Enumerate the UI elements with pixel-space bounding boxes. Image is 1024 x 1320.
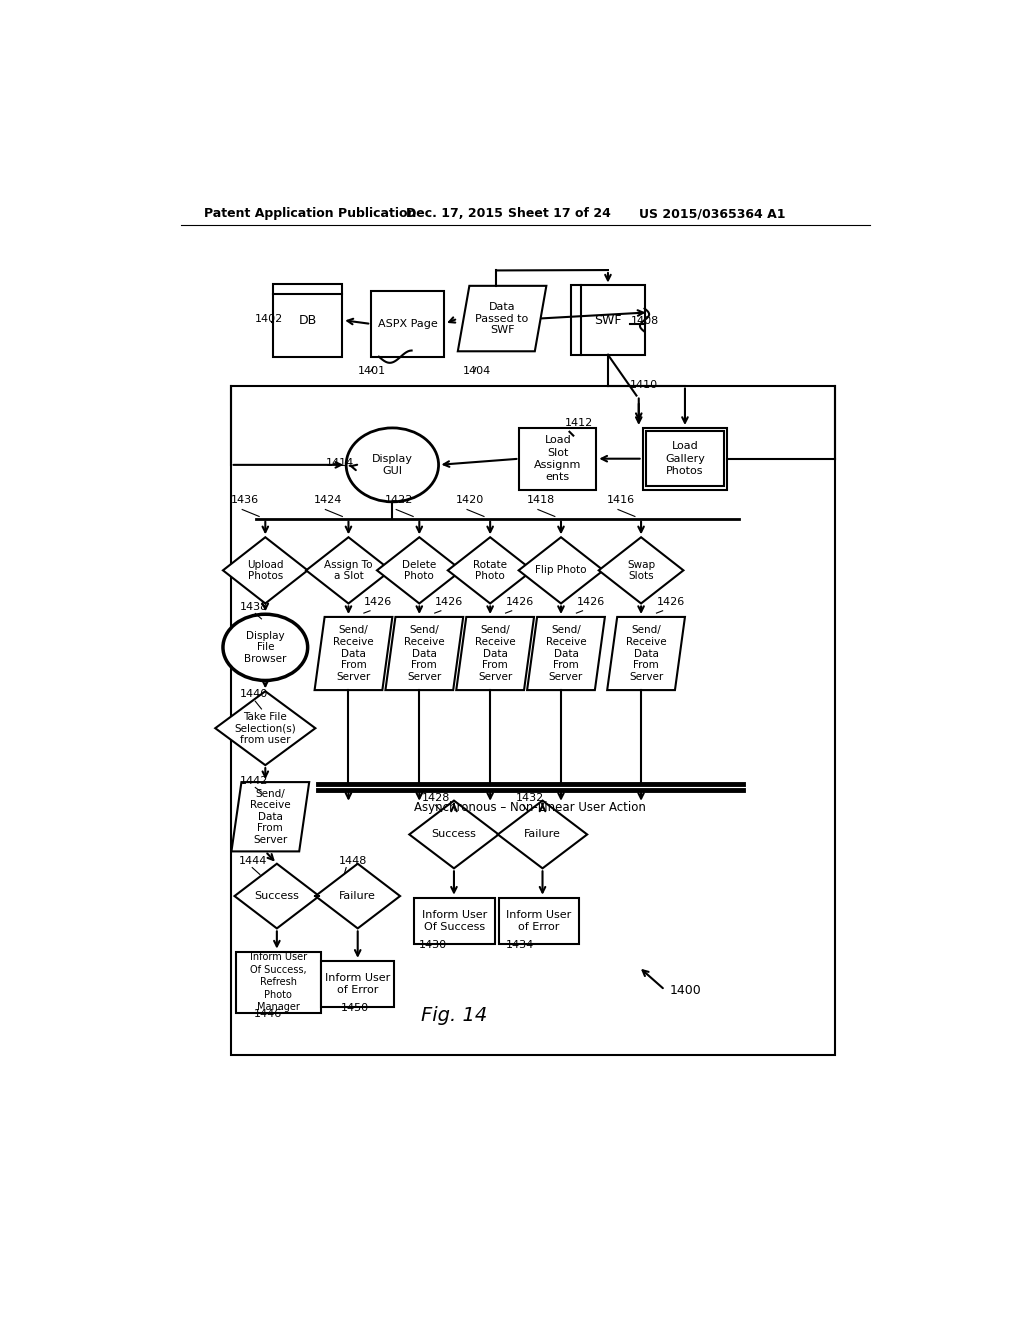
Text: Assign To
a Slot: Assign To a Slot — [325, 560, 373, 581]
Text: 1450: 1450 — [341, 1003, 369, 1012]
Text: ASPX Page: ASPX Page — [378, 319, 437, 329]
Polygon shape — [457, 616, 535, 690]
Text: Data
Passed to
SWF: Data Passed to SWF — [475, 302, 528, 335]
Text: 1430: 1430 — [419, 940, 447, 949]
Text: SWF: SWF — [594, 314, 622, 326]
Bar — [321, 961, 394, 1007]
Text: Send/
Receive
Data
From
Server: Send/ Receive Data From Server — [404, 626, 444, 681]
Text: Inform User
Of Success: Inform User Of Success — [422, 909, 487, 932]
Text: 1446: 1446 — [254, 1008, 282, 1019]
Bar — [519, 428, 596, 490]
Text: Load
Gallery
Photos: Load Gallery Photos — [665, 441, 705, 477]
Text: 1442: 1442 — [240, 776, 268, 785]
Bar — [643, 428, 727, 490]
Text: Display
GUI: Display GUI — [372, 454, 413, 475]
Polygon shape — [315, 863, 400, 928]
Polygon shape — [447, 537, 532, 603]
Text: 1426: 1426 — [577, 597, 604, 607]
Text: 1436: 1436 — [230, 495, 259, 506]
Bar — [646, 430, 724, 486]
Text: Display
File
Browser: Display File Browser — [244, 631, 287, 664]
Bar — [499, 898, 580, 944]
Text: 1440: 1440 — [240, 689, 268, 700]
Polygon shape — [410, 800, 499, 869]
Polygon shape — [385, 616, 463, 690]
Text: Sheet 17 of 24: Sheet 17 of 24 — [508, 207, 610, 220]
Bar — [414, 898, 495, 944]
Polygon shape — [306, 537, 391, 603]
Text: Upload
Photos: Upload Photos — [247, 560, 284, 581]
Text: 1426: 1426 — [435, 597, 463, 607]
Text: Send/
Receive
Data
From
Server: Send/ Receive Data From Server — [546, 626, 587, 681]
Text: 1404: 1404 — [463, 366, 492, 376]
Text: 1401: 1401 — [357, 366, 386, 376]
Text: 1412: 1412 — [565, 417, 593, 428]
Ellipse shape — [346, 428, 438, 502]
Text: US 2015/0365364 A1: US 2015/0365364 A1 — [639, 207, 785, 220]
Text: Dec. 17, 2015: Dec. 17, 2015 — [407, 207, 503, 220]
Text: 1420: 1420 — [456, 495, 483, 506]
Text: 1414: 1414 — [326, 458, 354, 469]
Bar — [571, 285, 644, 355]
Polygon shape — [458, 286, 547, 351]
Text: Send/
Receive
Data
From
Server: Send/ Receive Data From Server — [626, 626, 667, 681]
Text: 1402: 1402 — [255, 314, 284, 325]
Bar — [237, 952, 321, 1014]
Text: 1428: 1428 — [422, 793, 450, 804]
Polygon shape — [498, 800, 587, 869]
Bar — [273, 284, 342, 356]
Text: 1400: 1400 — [670, 983, 701, 997]
Polygon shape — [527, 616, 605, 690]
Polygon shape — [234, 863, 319, 928]
Polygon shape — [314, 616, 392, 690]
Polygon shape — [518, 537, 603, 603]
Text: Failure: Failure — [339, 891, 376, 902]
Text: Failure: Failure — [524, 829, 561, 840]
Text: 1424: 1424 — [313, 495, 342, 506]
Text: Success: Success — [431, 829, 476, 840]
Text: Asynchronous – Non-Linear User Action: Asynchronous – Non-Linear User Action — [415, 801, 646, 814]
Text: Swap
Slots: Swap Slots — [627, 560, 655, 581]
Bar — [230, 385, 836, 1056]
Text: Fig. 14: Fig. 14 — [421, 1006, 487, 1024]
Text: 1422: 1422 — [385, 495, 413, 506]
Text: Inform User
Of Success,
Refresh
Photo
Manager: Inform User Of Success, Refresh Photo Ma… — [250, 953, 307, 1012]
Bar — [371, 292, 444, 356]
Text: 1448: 1448 — [339, 855, 367, 866]
Text: 1418: 1418 — [526, 495, 555, 506]
Polygon shape — [599, 537, 683, 603]
Text: 1416: 1416 — [606, 495, 635, 506]
Text: Patent Application Publication: Patent Application Publication — [204, 207, 416, 220]
Text: Send/
Receive
Data
From
Server: Send/ Receive Data From Server — [250, 788, 291, 845]
Text: Flip Photo: Flip Photo — [536, 565, 587, 576]
Text: 1426: 1426 — [364, 597, 392, 607]
Polygon shape — [607, 616, 685, 690]
Text: Load
Slot
Assignm
ents: Load Slot Assignm ents — [535, 436, 582, 482]
Text: 1438: 1438 — [240, 602, 268, 612]
Ellipse shape — [223, 614, 307, 681]
Text: 1426: 1426 — [506, 597, 534, 607]
Text: 1444: 1444 — [239, 855, 266, 866]
Text: 1410: 1410 — [630, 380, 657, 389]
Text: DB: DB — [299, 314, 316, 326]
Text: 1434: 1434 — [506, 940, 534, 949]
Text: Rotate
Photo: Rotate Photo — [473, 560, 507, 581]
Text: 1432: 1432 — [515, 793, 544, 804]
Text: Inform User
of Error: Inform User of Error — [325, 973, 390, 995]
Text: 1426: 1426 — [656, 597, 685, 607]
Text: Inform User
of Error: Inform User of Error — [507, 909, 571, 932]
Polygon shape — [377, 537, 462, 603]
Text: Success: Success — [254, 891, 299, 902]
Text: Take File
Selection(s)
from user: Take File Selection(s) from user — [234, 711, 296, 744]
Text: Delete
Photo: Delete Photo — [402, 560, 436, 581]
Polygon shape — [215, 692, 315, 766]
Text: Send/
Receive
Data
From
Server: Send/ Receive Data From Server — [475, 626, 515, 681]
Text: 1408: 1408 — [631, 315, 659, 326]
Polygon shape — [231, 781, 309, 851]
Polygon shape — [223, 537, 307, 603]
Text: Send/
Receive
Data
From
Server: Send/ Receive Data From Server — [333, 626, 374, 681]
